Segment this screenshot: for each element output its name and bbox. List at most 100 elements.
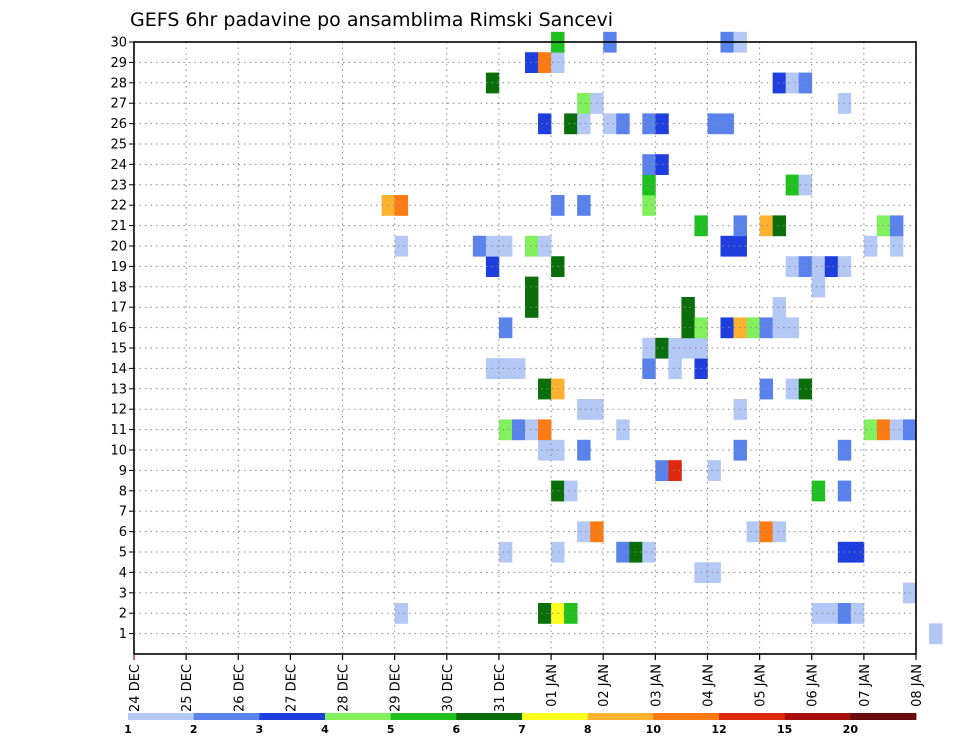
y-tick-label: 28	[110, 76, 127, 91]
y-tick-label: 7	[119, 505, 127, 520]
precip-cell	[577, 93, 591, 114]
precip-cell	[538, 439, 552, 461]
y-tick-label: 25	[110, 138, 127, 153]
colorbar: 1 2 3 4 5 6 7 8 10 12 15 20	[124, 713, 917, 736]
precip-cell	[525, 419, 539, 441]
y-tick-label: 30	[110, 36, 127, 51]
precip-cell	[850, 603, 865, 624]
x-tick-label: 27 DEC	[284, 664, 299, 712]
y-tick-label: 23	[110, 178, 127, 193]
precip-cell	[929, 623, 943, 645]
precip-cell	[538, 419, 552, 441]
x-tick-label: 28 DEC	[337, 664, 352, 712]
precip-cell	[538, 113, 552, 135]
precip-cell	[889, 419, 904, 441]
colorbar-label: 1	[124, 723, 132, 736]
precip-cell	[577, 439, 591, 461]
precip-cell	[707, 113, 721, 135]
y-tick-label: 20	[110, 240, 127, 255]
precip-cell	[720, 235, 734, 257]
precip-cell	[498, 419, 513, 441]
precip-cell	[472, 235, 487, 257]
y-tick-label: 15	[110, 342, 127, 357]
precip-cell	[759, 521, 774, 543]
colorbar-label: 5	[387, 723, 395, 736]
precip-cell	[498, 541, 513, 563]
precip-cell	[889, 235, 904, 257]
precip-cell	[616, 113, 630, 135]
precip-cell	[498, 358, 513, 379]
precip-cell	[642, 337, 656, 359]
precip-cell	[824, 256, 839, 277]
precip-cell	[785, 317, 800, 339]
colorbar-swatch	[587, 713, 654, 720]
y-tick-label: 21	[110, 219, 127, 234]
precip-cell	[511, 358, 526, 379]
y-tick-label: 14	[110, 362, 127, 377]
y-tick-label: 8	[119, 484, 127, 499]
precip-cell	[603, 113, 617, 135]
y-tick-label: 6	[119, 525, 127, 540]
y-axis: 1234567891011121314151617181920212223242…	[110, 36, 134, 642]
heatmap-cells	[381, 31, 943, 645]
precip-cell	[577, 195, 591, 216]
precip-cell	[538, 603, 552, 624]
y-tick-label: 24	[110, 158, 127, 173]
precip-cell	[525, 52, 539, 73]
y-tick-label: 5	[119, 546, 127, 561]
colorbar-label: 12	[711, 723, 726, 736]
colorbar-label: 20	[843, 723, 859, 736]
y-tick-label: 16	[110, 321, 127, 336]
precip-cell	[668, 337, 682, 359]
precip-cell	[681, 297, 695, 318]
precip-cell	[772, 215, 787, 237]
precip-cell	[668, 460, 682, 481]
precip-cell	[876, 419, 891, 441]
grid-lines	[134, 42, 916, 654]
precip-cell	[538, 378, 552, 400]
x-tick-label: 24 DEC	[128, 664, 143, 712]
precip-cell	[889, 215, 904, 237]
colorbar-swatch	[259, 713, 326, 720]
precip-cell	[394, 235, 409, 257]
precip-cell	[759, 378, 774, 400]
x-tick-label: 03 JAN	[649, 664, 664, 707]
precip-cell	[394, 195, 409, 216]
x-tick-label: 06 JAN	[806, 664, 821, 707]
colorbar-label: 4	[321, 723, 329, 736]
x-tick-label: 02 JAN	[597, 664, 612, 707]
y-tick-label: 17	[110, 301, 127, 316]
colorbar-label: 2	[190, 723, 198, 736]
precip-cell	[772, 521, 787, 543]
precip-cell	[863, 419, 878, 441]
y-tick-label: 22	[110, 199, 127, 214]
precip-cell	[876, 215, 891, 237]
precip-cell	[759, 317, 774, 339]
colorbar-swatch	[456, 713, 523, 720]
precip-cell	[824, 603, 839, 624]
precip-cell	[525, 297, 539, 318]
precip-cell	[811, 256, 826, 277]
colorbar-label: 7	[518, 723, 526, 736]
colorbar-swatch	[193, 713, 260, 720]
y-tick-label: 3	[119, 586, 127, 601]
precip-cell	[616, 419, 630, 441]
precip-cell	[577, 521, 591, 543]
chart-title: GEFS 6hr padavine po ansamblima Rimski S…	[130, 9, 613, 31]
colorbar-swatch	[325, 713, 392, 720]
colorbar-label: 6	[453, 723, 461, 736]
precip-cell	[759, 215, 774, 237]
precip-cell	[707, 562, 721, 583]
precip-cell	[772, 72, 787, 94]
precip-cell	[525, 235, 539, 257]
precip-cell	[863, 235, 878, 257]
y-tick-label: 2	[119, 607, 127, 622]
y-tick-label: 19	[110, 260, 127, 275]
precip-cell	[394, 603, 409, 624]
x-tick-label: 31 DEC	[493, 664, 508, 712]
precip-cell	[785, 72, 800, 94]
precip-cell	[642, 154, 656, 175]
y-tick-label: 1	[119, 627, 127, 642]
precip-cell	[564, 113, 578, 135]
precip-cell	[746, 521, 760, 543]
